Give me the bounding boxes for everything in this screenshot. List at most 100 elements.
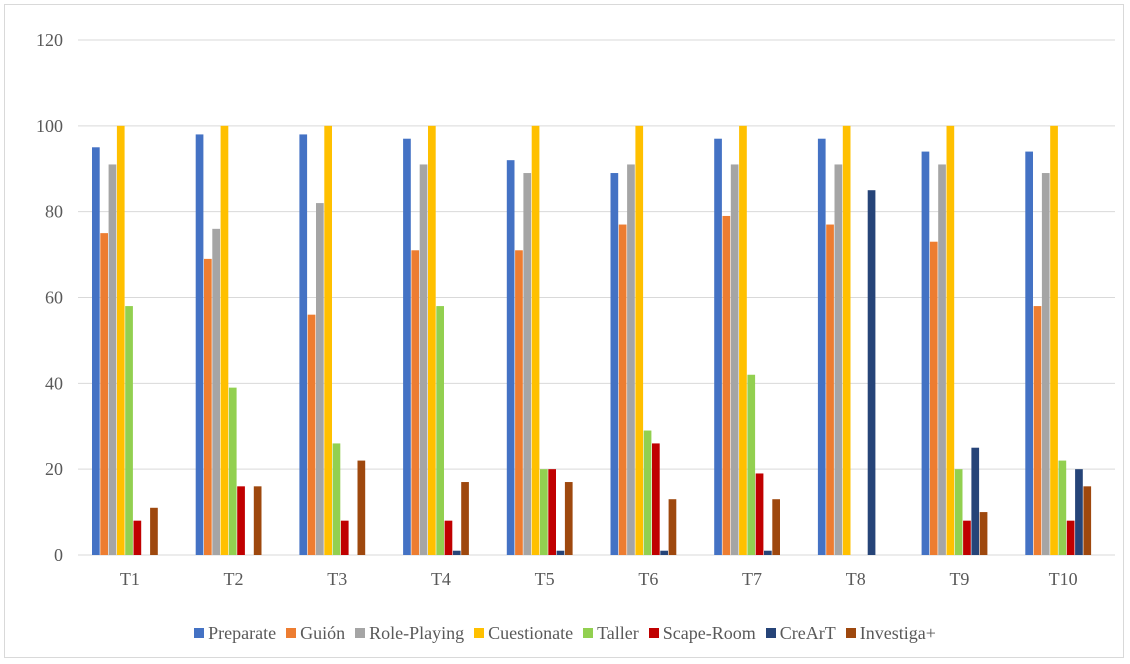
bar-t10-gui-n xyxy=(1033,306,1042,555)
bars xyxy=(92,125,1092,556)
bar-t6-cuestionate xyxy=(635,125,644,555)
bar-t9-preparate xyxy=(921,151,930,555)
legend-label: Guión xyxy=(300,622,346,643)
bar-t10-scape-room xyxy=(1066,520,1075,555)
bar-t4-preparate xyxy=(403,138,411,555)
legend-item: Taller xyxy=(583,623,639,644)
bar-t2-cuestionate xyxy=(220,125,229,555)
bar-t2-role-playing xyxy=(212,228,220,555)
legend-label: Scape-Room xyxy=(662,622,756,643)
bar-t9-scape-room xyxy=(963,520,971,555)
y-axis-tick-labels: 0 20 40 60 80 100 120 xyxy=(36,30,63,565)
legend-swatch xyxy=(474,628,485,638)
legend-swatch xyxy=(194,628,205,638)
bar-t5-preparate xyxy=(506,160,515,556)
bar-t1-role-playing xyxy=(108,164,117,555)
bar-t6-gui-n xyxy=(618,224,627,556)
bar-t2-taller xyxy=(228,387,237,556)
bar-t9-gui-n xyxy=(929,241,938,555)
legend-label: Taller xyxy=(597,622,639,643)
bar-t7-creart xyxy=(764,550,772,555)
bar-t7-taller xyxy=(747,374,756,555)
bar-t3-role-playing xyxy=(316,203,324,555)
x-tick-label: T3 xyxy=(327,569,347,589)
bar-t6-investiga- xyxy=(668,499,677,555)
bar-t7-gui-n xyxy=(722,215,731,555)
bar-t5-creart xyxy=(556,550,565,555)
bar-t6-scape-room xyxy=(652,443,660,555)
bar-t5-cuestionate xyxy=(531,125,540,555)
bar-t5-taller xyxy=(540,469,548,555)
legend-item: Preparate xyxy=(194,623,276,644)
bar-t8-gui-n xyxy=(826,224,834,556)
bar-t7-role-playing xyxy=(730,164,739,555)
bar-t6-preparate xyxy=(610,173,619,556)
x-tick-label: T6 xyxy=(638,569,658,589)
legend-label: CreArT xyxy=(779,622,836,643)
bar-t9-cuestionate xyxy=(946,125,955,555)
legend-item: Cuestionate xyxy=(474,623,573,644)
bar-t7-scape-room xyxy=(755,473,764,555)
legend-label: Cuestionate xyxy=(488,622,574,643)
bar-t4-investiga- xyxy=(461,482,469,555)
y-tick-label: 60 xyxy=(45,288,63,308)
x-tick-label: T7 xyxy=(742,569,762,589)
bar-t9-role-playing xyxy=(938,164,946,555)
x-tick-label: T9 xyxy=(949,569,969,589)
bar-t8-creart xyxy=(867,190,876,555)
bar-t10-creart xyxy=(1075,469,1083,555)
bar-t3-taller xyxy=(332,443,341,555)
bar-t1-gui-n xyxy=(100,233,108,556)
bar-t1-cuestionate xyxy=(116,125,125,555)
x-tick-label: T5 xyxy=(535,569,555,589)
bar-t10-cuestionate xyxy=(1050,125,1058,555)
legend-item: Scape-Room xyxy=(648,622,756,644)
x-axis-tick-labels: T1 T2 T3 T4 T5 T6 T7 T8 T9 T10 xyxy=(120,569,1078,589)
bar-t8-cuestionate xyxy=(842,125,851,555)
legend-item: Role-Playing xyxy=(355,623,464,644)
bar-t1-taller xyxy=(125,306,133,555)
y-tick-label: 80 xyxy=(45,202,63,222)
legend-label: Investiga+ xyxy=(859,622,936,643)
legend-swatch xyxy=(355,628,366,638)
bar-t1-preparate xyxy=(92,147,100,556)
bar-t2-scape-room xyxy=(237,486,245,555)
x-tick-label: T10 xyxy=(1049,569,1078,589)
bar-t6-role-playing xyxy=(627,164,635,555)
bar-t2-preparate xyxy=(195,134,204,556)
bar-t10-preparate xyxy=(1025,151,1033,555)
legend-swatch xyxy=(765,628,776,638)
legend-label: Role-Playing xyxy=(369,622,465,643)
bar-t4-taller xyxy=(436,306,444,555)
bar-t7-cuestionate xyxy=(739,125,747,555)
bar-t3-gui-n xyxy=(307,314,316,555)
bar-t4-cuestionate xyxy=(428,125,436,555)
bar-t5-gui-n xyxy=(515,250,523,556)
x-tick-label: T4 xyxy=(431,569,451,589)
legend-item: Investiga+ xyxy=(845,622,936,644)
legend-swatch xyxy=(648,628,659,638)
bar-t10-investiga- xyxy=(1083,486,1092,555)
bar-t9-creart xyxy=(971,447,980,555)
x-tick-label: T1 xyxy=(120,569,140,589)
legend-swatch xyxy=(845,628,856,638)
x-tick-label: T2 xyxy=(224,569,244,589)
bar-t8-role-playing xyxy=(834,164,843,555)
x-tick-label: T8 xyxy=(846,569,866,589)
bar-t10-role-playing xyxy=(1041,173,1050,556)
y-tick-label: 100 xyxy=(36,116,63,136)
bar-t10-taller xyxy=(1058,460,1067,555)
bar-t4-scape-room xyxy=(444,520,453,555)
y-tick-label: 40 xyxy=(45,373,63,393)
bar-t2-investiga- xyxy=(253,486,262,555)
y-tick-label: 0 xyxy=(54,545,63,565)
legend-item: CreArT xyxy=(765,622,836,644)
bar-t5-role-playing xyxy=(523,173,532,556)
bar-t3-investiga- xyxy=(357,460,366,555)
bar-t9-investiga- xyxy=(979,512,988,555)
bar-t7-investiga- xyxy=(772,499,780,555)
legend: Preparate Guión Role-Playing Cuestionate Tal… xyxy=(0,621,1130,645)
legend-swatch xyxy=(583,628,594,638)
bar-t9-taller xyxy=(954,469,963,555)
legend-swatch xyxy=(286,628,297,638)
